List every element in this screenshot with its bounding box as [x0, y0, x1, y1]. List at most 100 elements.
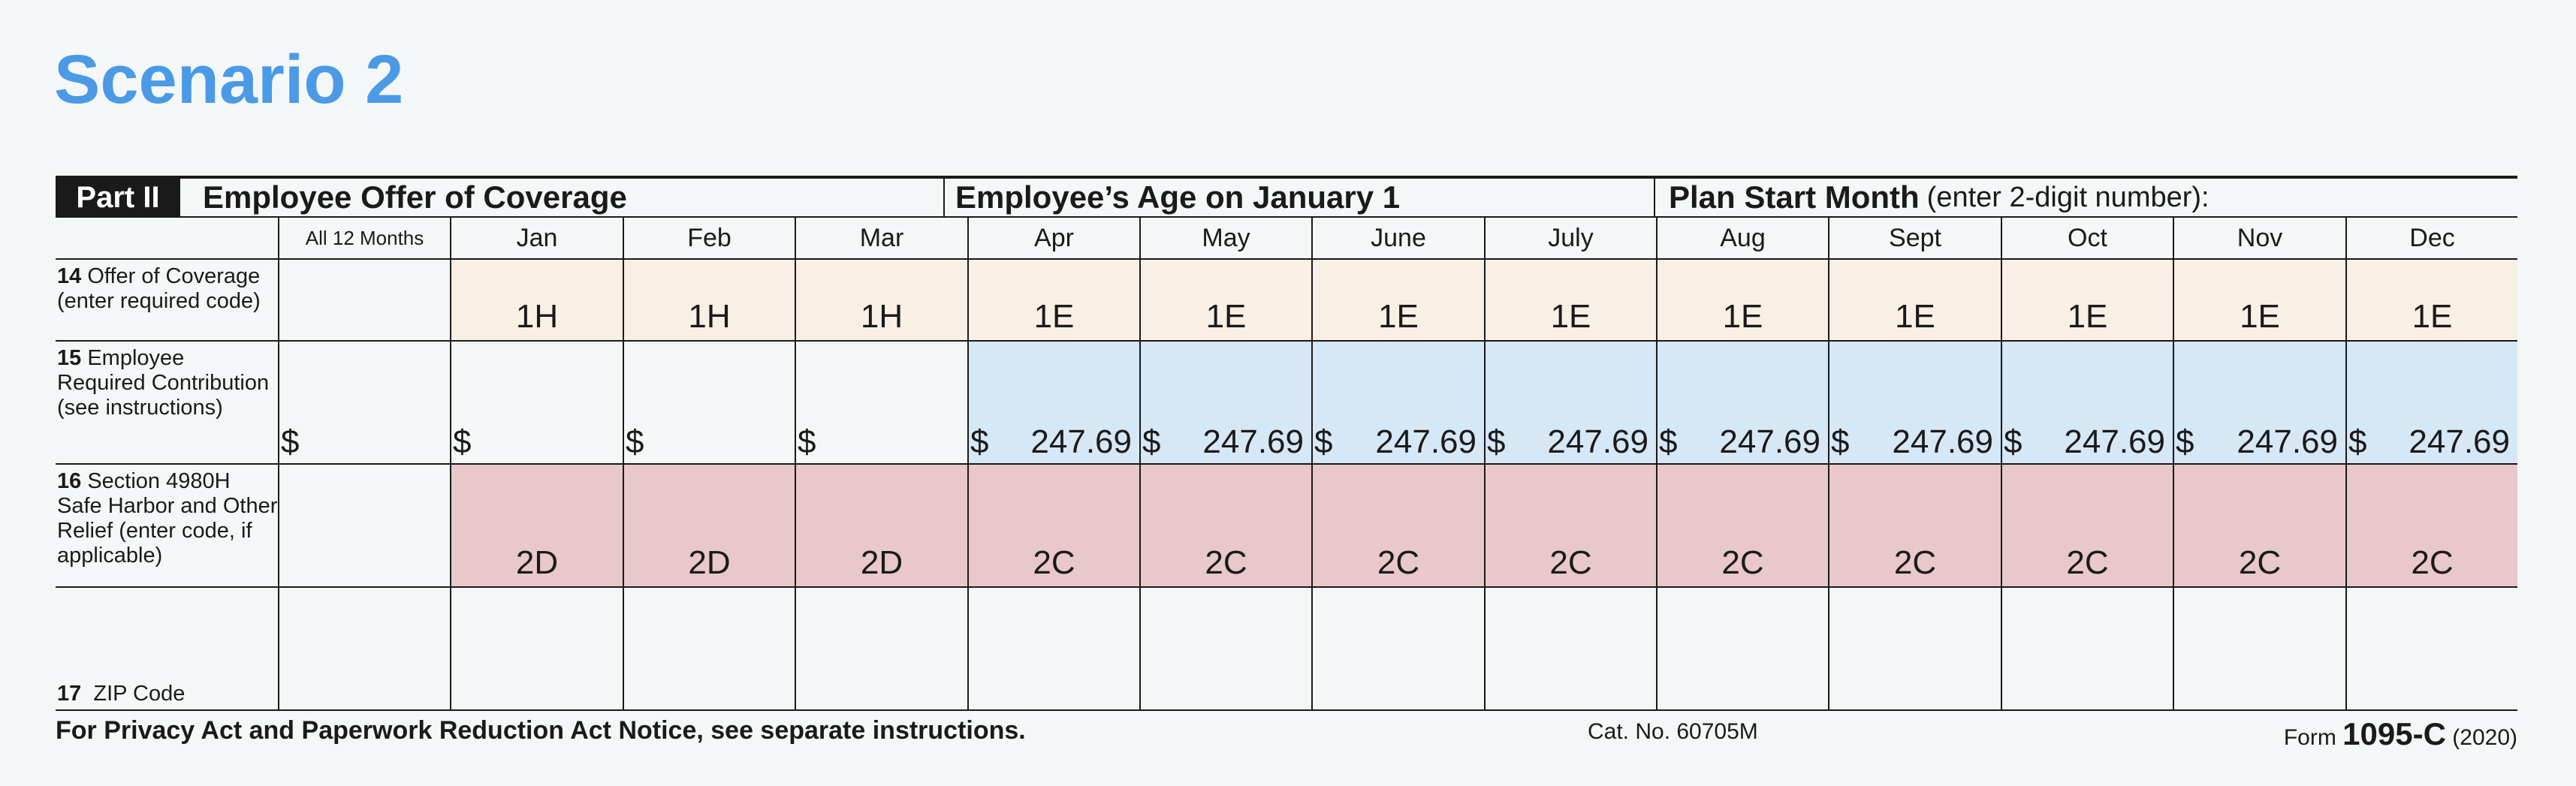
line-17-cell[interactable]	[2345, 588, 2517, 709]
line-15-cell[interactable]: $247.69	[2001, 342, 2173, 463]
line-14-label: 14 Offer of Coverage (enter required cod…	[57, 264, 261, 313]
part-header: Part II Employee Offer of Coverage Emplo…	[56, 176, 2517, 218]
line-17-cell[interactable]	[1828, 588, 2001, 709]
column-header-apr: Apr	[967, 218, 1139, 258]
column-header-july: July	[1484, 218, 1656, 258]
currency-symbol: $	[281, 423, 300, 460]
line-16-cell[interactable]	[278, 465, 450, 586]
line-14-cell[interactable]: 1E	[1828, 260, 2001, 340]
line-14-cell[interactable]: 1E	[2001, 260, 2173, 340]
line-14-row: 14 Offer of Coverage (enter required cod…	[56, 260, 2517, 342]
currency-symbol: $	[1831, 423, 1850, 460]
line-15-cell[interactable]: $247.69	[1484, 342, 1656, 463]
line-15-cell[interactable]: $	[450, 342, 623, 463]
line-14-cell[interactable]: 1E	[1139, 260, 1311, 340]
contribution-amount: 247.69	[1030, 423, 1132, 460]
line-14-cell[interactable]: 1E	[967, 260, 1139, 340]
line-14-cell[interactable]: 1E	[1484, 260, 1656, 340]
line-16-cell[interactable]: 2C	[1311, 465, 1484, 586]
contribution-amount: 247.69	[1375, 423, 1477, 460]
contribution-amount: 247.69	[1719, 423, 1820, 460]
contribution-amount: 247.69	[1202, 423, 1304, 460]
line-16-cell[interactable]: 2C	[1139, 465, 1311, 586]
catalog-number: Cat. No. 60705M	[1588, 719, 1758, 744]
line-17-row: 17 ZIP Code	[56, 588, 2517, 711]
currency-symbol: $	[798, 423, 816, 460]
line-15-label: 15 Employee Required Contribution (see i…	[57, 346, 270, 420]
line-17-cell[interactable]	[1311, 588, 1484, 709]
header-divider	[943, 179, 945, 216]
form-identifier: Form 1095-C (2020)	[2283, 716, 2517, 751]
line-16-cell[interactable]: 2C	[1484, 465, 1656, 586]
contribution-amount: 247.69	[1892, 423, 1993, 460]
line-17-cell[interactable]	[2001, 588, 2173, 709]
line-17-cell[interactable]	[450, 588, 623, 709]
currency-symbol: $	[2348, 423, 2367, 460]
contribution-amount: 247.69	[2064, 423, 2165, 460]
page-title: Scenario 2	[54, 41, 404, 118]
contribution-amount: 247.69	[1547, 423, 1648, 460]
column-header-june: June	[1311, 218, 1484, 258]
plan-start-heading: Plan Start Month (enter 2-digit number):	[1669, 179, 2210, 215]
column-header-all-12-months: All 12 Months	[278, 218, 450, 258]
line-15-cell[interactable]: $247.69	[2345, 342, 2517, 463]
column-header-may: May	[1139, 218, 1311, 258]
line-17-cell[interactable]	[795, 588, 967, 709]
currency-symbol: $	[2176, 423, 2194, 460]
line-14-cell[interactable]: 1E	[1656, 260, 1828, 340]
column-header-nov: Nov	[2173, 218, 2345, 258]
line-16-cell[interactable]: 2D	[623, 465, 795, 586]
line-14-cell[interactable]: 1E	[2173, 260, 2345, 340]
contribution-amount: 247.69	[2237, 423, 2338, 460]
currency-symbol: $	[1487, 423, 1506, 460]
line-14-cell[interactable]: 1E	[2345, 260, 2517, 340]
column-header-feb: Feb	[623, 218, 795, 258]
line-17-cell[interactable]	[1484, 588, 1656, 709]
contribution-amount: 247.69	[2409, 423, 2510, 460]
line-14-cell[interactable]: 1H	[795, 260, 967, 340]
line-15-cell[interactable]: $247.69	[1656, 342, 1828, 463]
line-16-cell[interactable]: 2D	[795, 465, 967, 586]
part-heading: Employee Offer of Coverage	[203, 179, 627, 215]
line-16-cell[interactable]: 2C	[2173, 465, 2345, 586]
line-15-cell[interactable]: $247.69	[1828, 342, 2001, 463]
line-15-cell[interactable]: $	[623, 342, 795, 463]
column-header-mar: Mar	[795, 218, 967, 258]
column-header-aug: Aug	[1656, 218, 1828, 258]
currency-symbol: $	[1659, 423, 1678, 460]
column-header-oct: Oct	[2001, 218, 2173, 258]
line-16-cell[interactable]: 2D	[450, 465, 623, 586]
currency-symbol: $	[453, 423, 472, 460]
line-15-cell[interactable]: $247.69	[2173, 342, 2345, 463]
line-17-cell[interactable]	[1656, 588, 1828, 709]
line-16-cell[interactable]: 2C	[967, 465, 1139, 586]
line-16-row: 16 Section 4980H Safe Harbor and Other R…	[56, 465, 2517, 588]
line-17-cell[interactable]	[278, 588, 450, 709]
privacy-notice: For Privacy Act and Paperwork Reduction …	[56, 716, 1026, 745]
currency-symbol: $	[1142, 423, 1161, 460]
line-16-cell[interactable]: 2C	[1656, 465, 1828, 586]
header-divider	[1654, 179, 1655, 216]
line-17-cell[interactable]	[1139, 588, 1311, 709]
line-16-cell[interactable]: 2C	[2345, 465, 2517, 586]
line-15-cell[interactable]: $247.69	[1311, 342, 1484, 463]
line-17-cell[interactable]	[623, 588, 795, 709]
month-header-row: All 12 Months Jan Feb Mar Apr May June July Aug S…	[56, 218, 2517, 260]
line-15-cell[interactable]: $	[795, 342, 967, 463]
line-14-cell[interactable]	[278, 260, 450, 340]
form-1095c-part2: Part II Employee Offer of Coverage Emplo…	[56, 176, 2517, 711]
line-15-cell[interactable]: $247.69	[967, 342, 1139, 463]
line-14-cell[interactable]: 1H	[623, 260, 795, 340]
form-footer: For Privacy Act and Paperwork Reduction …	[56, 716, 2517, 751]
line-15-cell[interactable]: $247.69	[1139, 342, 1311, 463]
line-17-cell[interactable]	[967, 588, 1139, 709]
line-14-cell[interactable]: 1H	[450, 260, 623, 340]
currency-symbol: $	[626, 423, 644, 460]
line-16-cell[interactable]: 2C	[1828, 465, 2001, 586]
line-14-cell[interactable]: 1E	[1311, 260, 1484, 340]
line-17-cell[interactable]	[2173, 588, 2345, 709]
line-16-label: 16 Section 4980H Safe Harbor and Other R…	[57, 469, 278, 568]
line-15-cell[interactable]: $	[278, 342, 450, 463]
line-16-cell[interactable]: 2C	[2001, 465, 2173, 586]
